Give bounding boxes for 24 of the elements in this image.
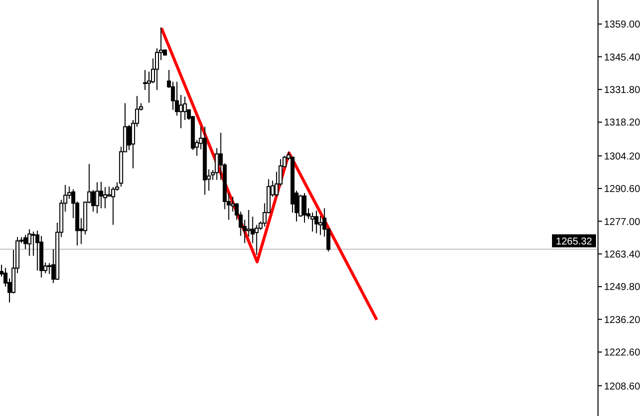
candlestick bbox=[95, 182, 100, 214]
candlestick bbox=[111, 186, 116, 226]
candlestick bbox=[310, 212, 314, 232]
y-tick-label: 1304.20 bbox=[604, 151, 641, 162]
y-tick-label: 1236.20 bbox=[604, 314, 641, 326]
candlestick bbox=[302, 192, 306, 224]
y-tick-label: 1263.40 bbox=[604, 249, 641, 260]
candlestick bbox=[23, 234, 28, 250]
candlestick bbox=[246, 209, 251, 238]
candlestick bbox=[99, 181, 104, 209]
y-tick-label: 1249.80 bbox=[604, 282, 641, 294]
y-tick-label: 1277.00 bbox=[604, 216, 641, 228]
y-tick-label: 1331.80 bbox=[604, 85, 641, 96]
y-tick-label: 1222.60 bbox=[604, 348, 641, 359]
ref-line-label: 1265.32 bbox=[556, 236, 593, 248]
y-tick-label: 1345.40 bbox=[604, 52, 641, 64]
y-tick-label: 1359.00 bbox=[604, 20, 641, 31]
candlestick bbox=[178, 94, 183, 129]
line-series bbox=[160, 26, 378, 322]
candlestick bbox=[27, 228, 32, 256]
y-tick-label: 1208.60 bbox=[604, 381, 641, 392]
candlestick bbox=[314, 210, 318, 234]
y-tick-label: 1318.20 bbox=[604, 118, 641, 129]
y-tick-label: 1290.60 bbox=[604, 184, 641, 196]
